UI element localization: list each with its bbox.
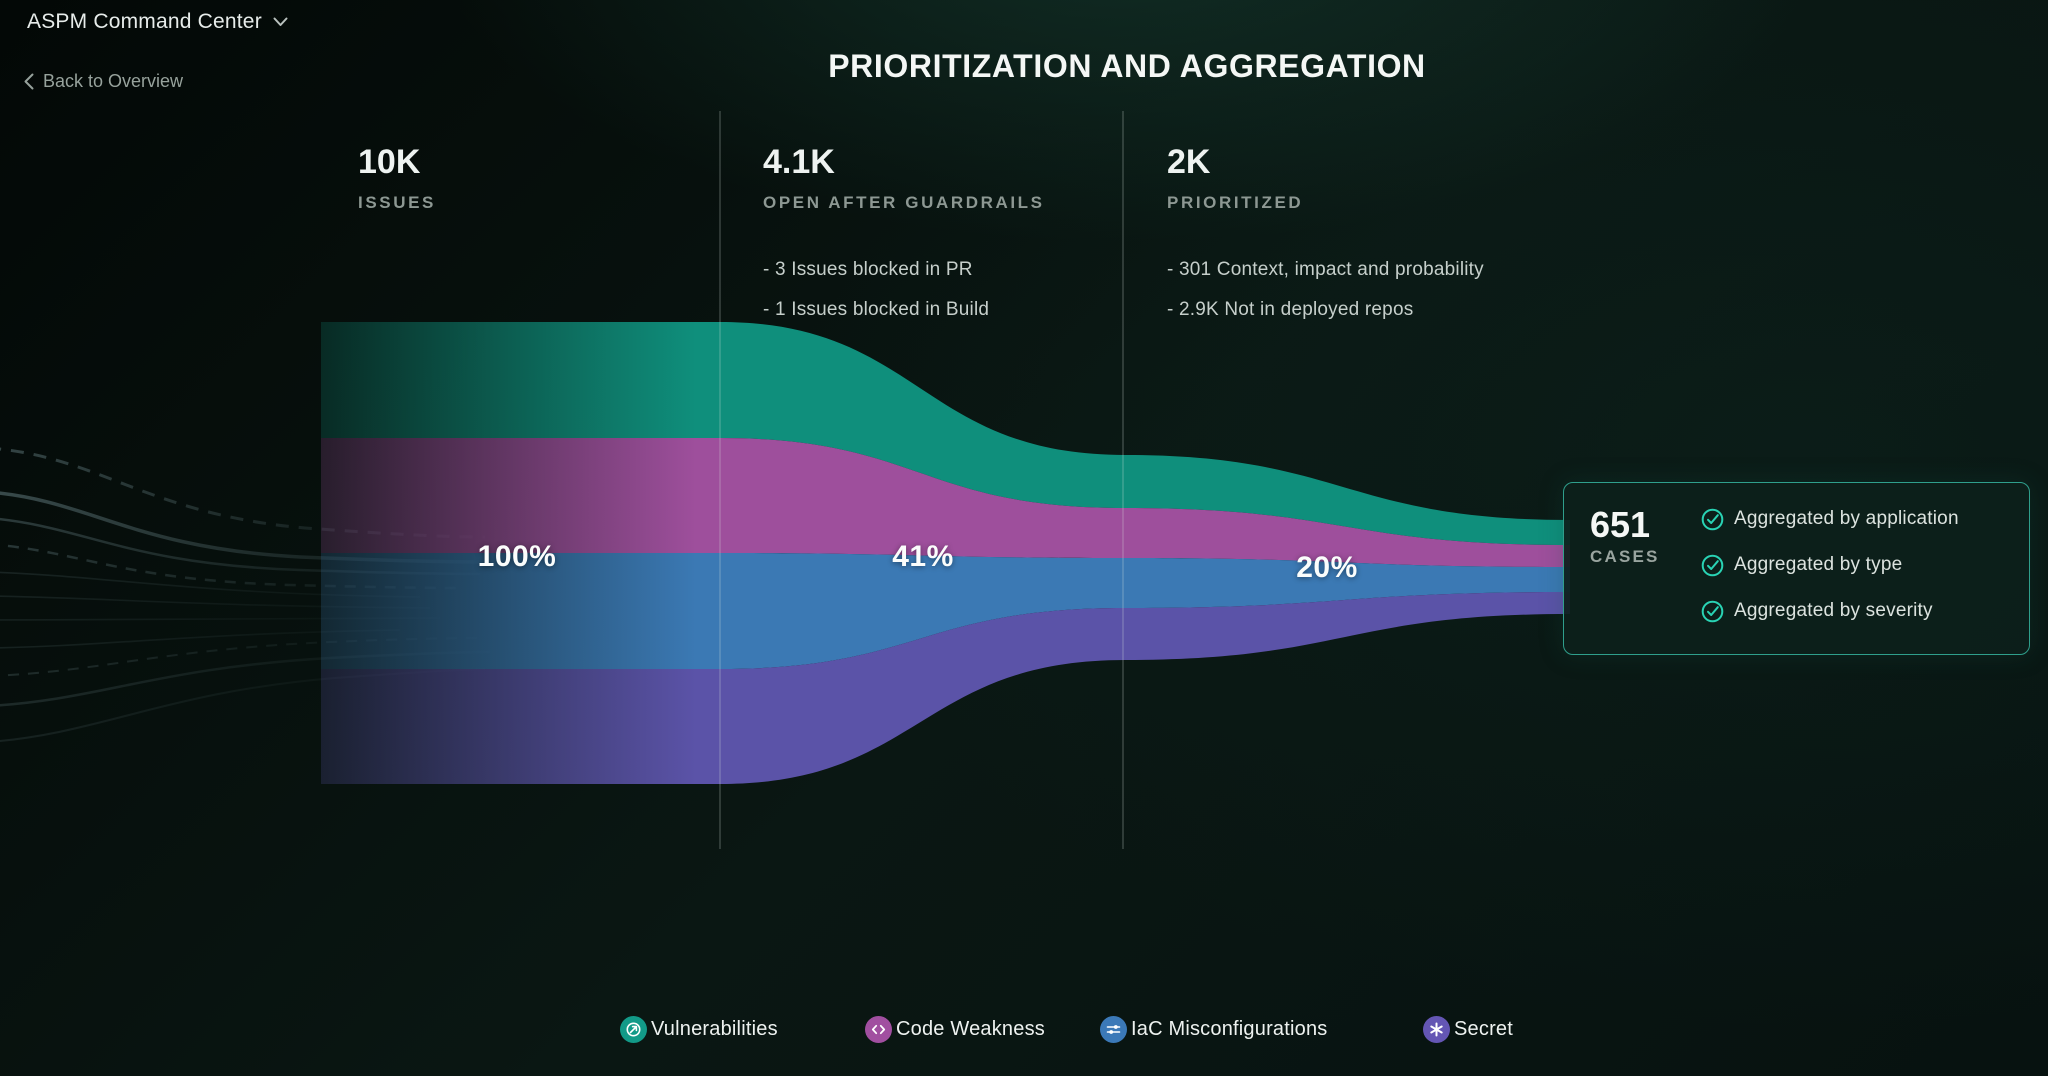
stage-label: OPEN AFTER GUARDRAILS [763, 193, 1045, 212]
checklist-row: Aggregated by type [1701, 553, 1959, 577]
check-circle-icon [1701, 554, 1724, 576]
app-title-dropdown[interactable]: ASPM Command Center [27, 10, 288, 34]
funnel-band-iac-misconfigurations [321, 553, 1570, 669]
sliders-icon [1100, 1016, 1127, 1043]
stage-note: - 301 Context, impact and probability [1167, 259, 1484, 280]
cases-count: 651 [1590, 504, 1651, 545]
app-title-label: ASPM Command Center [27, 10, 262, 33]
legend-label: IaC Misconfigurations [1131, 1018, 1328, 1040]
legend-label: Secret [1454, 1018, 1514, 1040]
asterisk-icon [1423, 1016, 1450, 1043]
funnel-band-code-weakness [321, 438, 1570, 567]
stage-note: - 3 Issues blocked in PR [763, 259, 973, 280]
back-to-overview-link[interactable]: Back to Overview [24, 71, 183, 92]
funnel-band-secret [321, 592, 1570, 784]
funnel-percent-label-stage1: 100% [477, 540, 557, 573]
chevron-down-icon [273, 17, 288, 26]
stage-label: ISSUES [358, 193, 436, 212]
checklist-label: Aggregated by application [1734, 508, 1959, 529]
check-circle-icon [1701, 508, 1724, 530]
checklist-row: Aggregated by application [1701, 507, 1959, 531]
legend-item-iac-misconfigurations[interactable]: IaC Misconfigurations [1100, 1016, 1328, 1043]
stage-note: - 1 Issues blocked in Build [763, 299, 990, 320]
funnel-band-vulnerabilities [321, 322, 1570, 545]
stage-value: 2K [1167, 143, 1211, 181]
stage-value: 10K [358, 143, 421, 181]
stage-column-open-after-guardrails: 4.1K OPEN AFTER GUARDRAILS - 3 Issues bl… [763, 145, 1193, 339]
legend-item-vulnerabilities[interactable]: Vulnerabilities [620, 1016, 778, 1043]
stage-note: - 2.9K Not in deployed repos [1167, 299, 1414, 320]
stage-label: PRIORITIZED [1167, 193, 1304, 212]
stage-column-prioritized: 2K PRIORITIZED - 301 Context, impact and… [1167, 145, 1597, 339]
vulnerability-scope-icon [620, 1016, 647, 1043]
legend-item-code-weakness[interactable]: Code Weakness [865, 1016, 1045, 1043]
funnel-percent-label-stage3: 20% [1296, 551, 1358, 584]
legend-label: Code Weakness [896, 1018, 1045, 1040]
checklist-label: Aggregated by severity [1734, 600, 1933, 621]
funnel-percent-label-stage2: 41% [892, 540, 954, 573]
code-brackets-icon [865, 1016, 892, 1043]
legend-item-secret[interactable]: Secret [1423, 1016, 1513, 1043]
checklist-row: Aggregated by severity [1701, 599, 1959, 623]
chevron-left-icon [24, 73, 34, 90]
page-title: PRIORITIZATION AND AGGREGATION [828, 48, 1426, 84]
legend-label: Vulnerabilities [651, 1018, 778, 1040]
check-circle-icon [1701, 600, 1724, 622]
stage-column-issues: 10K ISSUES [358, 145, 788, 213]
checklist-label: Aggregated by type [1734, 554, 1903, 575]
stage-value: 4.1K [763, 143, 835, 181]
cases-summary-card: 651 CASES Aggregated by application Aggr… [1563, 482, 2030, 655]
back-link-label: Back to Overview [43, 71, 184, 91]
stage-notes: - 301 Context, impact and probability - … [1167, 259, 1597, 321]
cases-label: CASES [1590, 547, 1660, 566]
aggregation-checklist: Aggregated by application Aggregated by … [1701, 507, 1959, 645]
stage-notes: - 3 Issues blocked in PR - 1 Issues bloc… [763, 259, 1193, 321]
